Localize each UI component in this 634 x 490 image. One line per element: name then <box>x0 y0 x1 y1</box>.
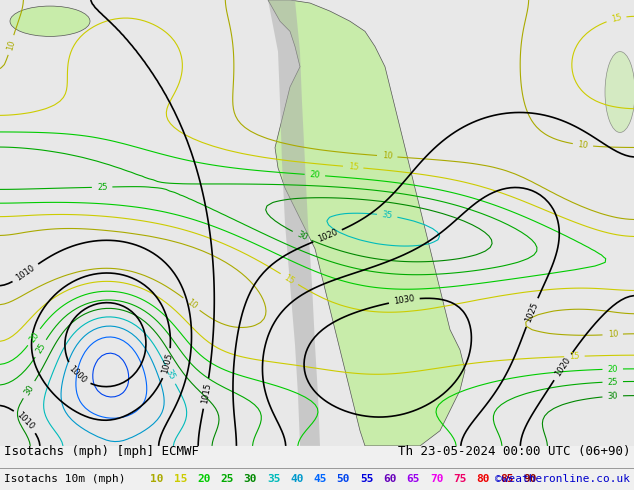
Text: 10: 10 <box>382 151 393 161</box>
Text: 25: 25 <box>34 342 48 355</box>
Text: 20: 20 <box>607 365 618 374</box>
Ellipse shape <box>605 51 634 132</box>
Text: 70: 70 <box>430 474 444 484</box>
Text: 1030: 1030 <box>393 294 415 306</box>
Text: 30: 30 <box>22 383 36 396</box>
Text: 25: 25 <box>220 474 234 484</box>
Text: 30: 30 <box>243 474 257 484</box>
Text: 1010: 1010 <box>15 411 36 432</box>
Text: 65: 65 <box>406 474 420 484</box>
Text: 1020: 1020 <box>553 356 572 378</box>
Text: 1020: 1020 <box>316 228 339 244</box>
Text: 1015: 1015 <box>200 382 212 405</box>
Text: 10: 10 <box>150 474 164 484</box>
Text: Isotachs 10m (mph): Isotachs 10m (mph) <box>4 474 126 484</box>
Text: 15: 15 <box>174 474 187 484</box>
Text: 15: 15 <box>347 162 359 172</box>
Text: 25: 25 <box>97 183 108 192</box>
Polygon shape <box>268 0 320 446</box>
Text: 40: 40 <box>290 474 304 484</box>
Text: 10: 10 <box>184 297 198 311</box>
Text: 20: 20 <box>27 330 41 344</box>
Text: 75: 75 <box>453 474 467 484</box>
Text: Th 23-05-2024 00:00 UTC (06+90): Th 23-05-2024 00:00 UTC (06+90) <box>398 445 630 459</box>
Text: 20: 20 <box>197 474 210 484</box>
Text: 50: 50 <box>337 474 350 484</box>
Ellipse shape <box>10 6 90 36</box>
Text: 35: 35 <box>164 368 177 382</box>
Text: 10: 10 <box>5 39 16 51</box>
Text: 15: 15 <box>610 13 623 24</box>
Text: 80: 80 <box>477 474 490 484</box>
Text: 35: 35 <box>381 210 393 221</box>
Text: 15: 15 <box>283 272 296 286</box>
Text: 10: 10 <box>577 140 589 150</box>
Text: 1025: 1025 <box>524 301 540 324</box>
Text: 30: 30 <box>607 392 618 401</box>
Text: 30: 30 <box>295 230 309 243</box>
Text: 45: 45 <box>313 474 327 484</box>
Text: 55: 55 <box>360 474 373 484</box>
Text: 1000: 1000 <box>67 364 88 385</box>
Text: 1010: 1010 <box>15 264 37 283</box>
Text: 1005: 1005 <box>161 352 174 375</box>
Text: 20: 20 <box>309 170 320 180</box>
Text: 15: 15 <box>569 352 580 361</box>
Text: 25: 25 <box>607 377 618 387</box>
Text: 10: 10 <box>607 330 618 339</box>
Text: 90: 90 <box>523 474 537 484</box>
Text: 35: 35 <box>267 474 280 484</box>
Text: 60: 60 <box>384 474 397 484</box>
Text: ©weatheronline.co.uk: ©weatheronline.co.uk <box>495 474 630 484</box>
Polygon shape <box>268 0 465 446</box>
Text: 85: 85 <box>500 474 514 484</box>
Text: Isotachs (mph) [mph] ECMWF: Isotachs (mph) [mph] ECMWF <box>4 445 199 459</box>
